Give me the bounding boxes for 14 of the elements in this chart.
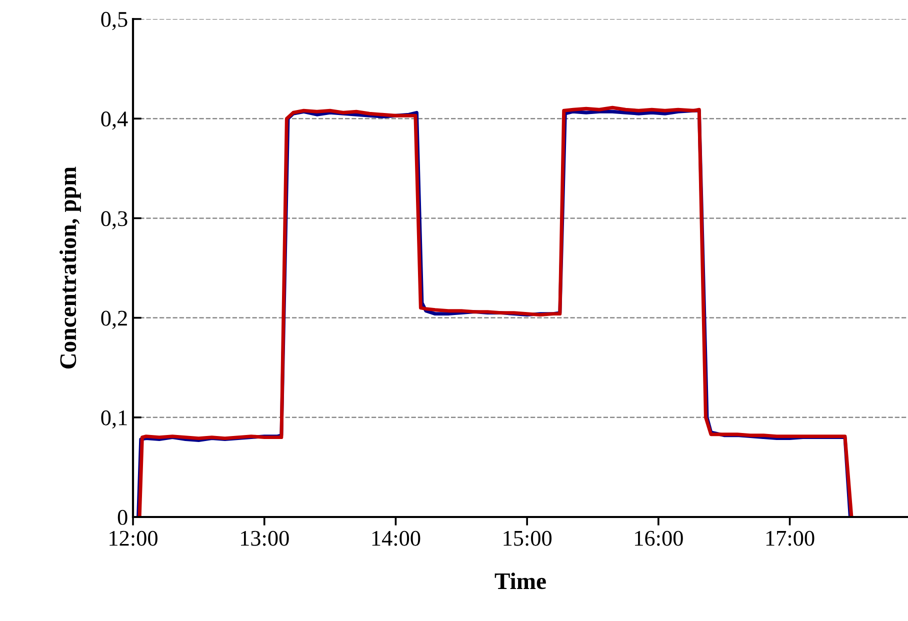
x-tick-label: 13:00 (241, 530, 289, 546)
y-tick-label: 0,5 (101, 12, 128, 30)
x-tick-label: 14:00 (372, 530, 420, 546)
y-axis-title: Concentration, ppm (60, 166, 81, 369)
y-tick-label: 0,1 (101, 410, 127, 429)
x-tick-label: 17:00 (766, 530, 814, 546)
y-tick-label: 0,3 (101, 211, 128, 230)
x-tick-label: 16:00 (635, 530, 683, 546)
y-tick-label: 0,4 (101, 112, 128, 130)
y-tick-label: 0,2 (101, 310, 127, 329)
x-tick-label: 12:00 (110, 530, 158, 546)
x-axis-title: Time (494, 572, 546, 590)
x-tick-label: 15:00 (504, 530, 552, 546)
y-tick-label: 0 (118, 510, 128, 525)
